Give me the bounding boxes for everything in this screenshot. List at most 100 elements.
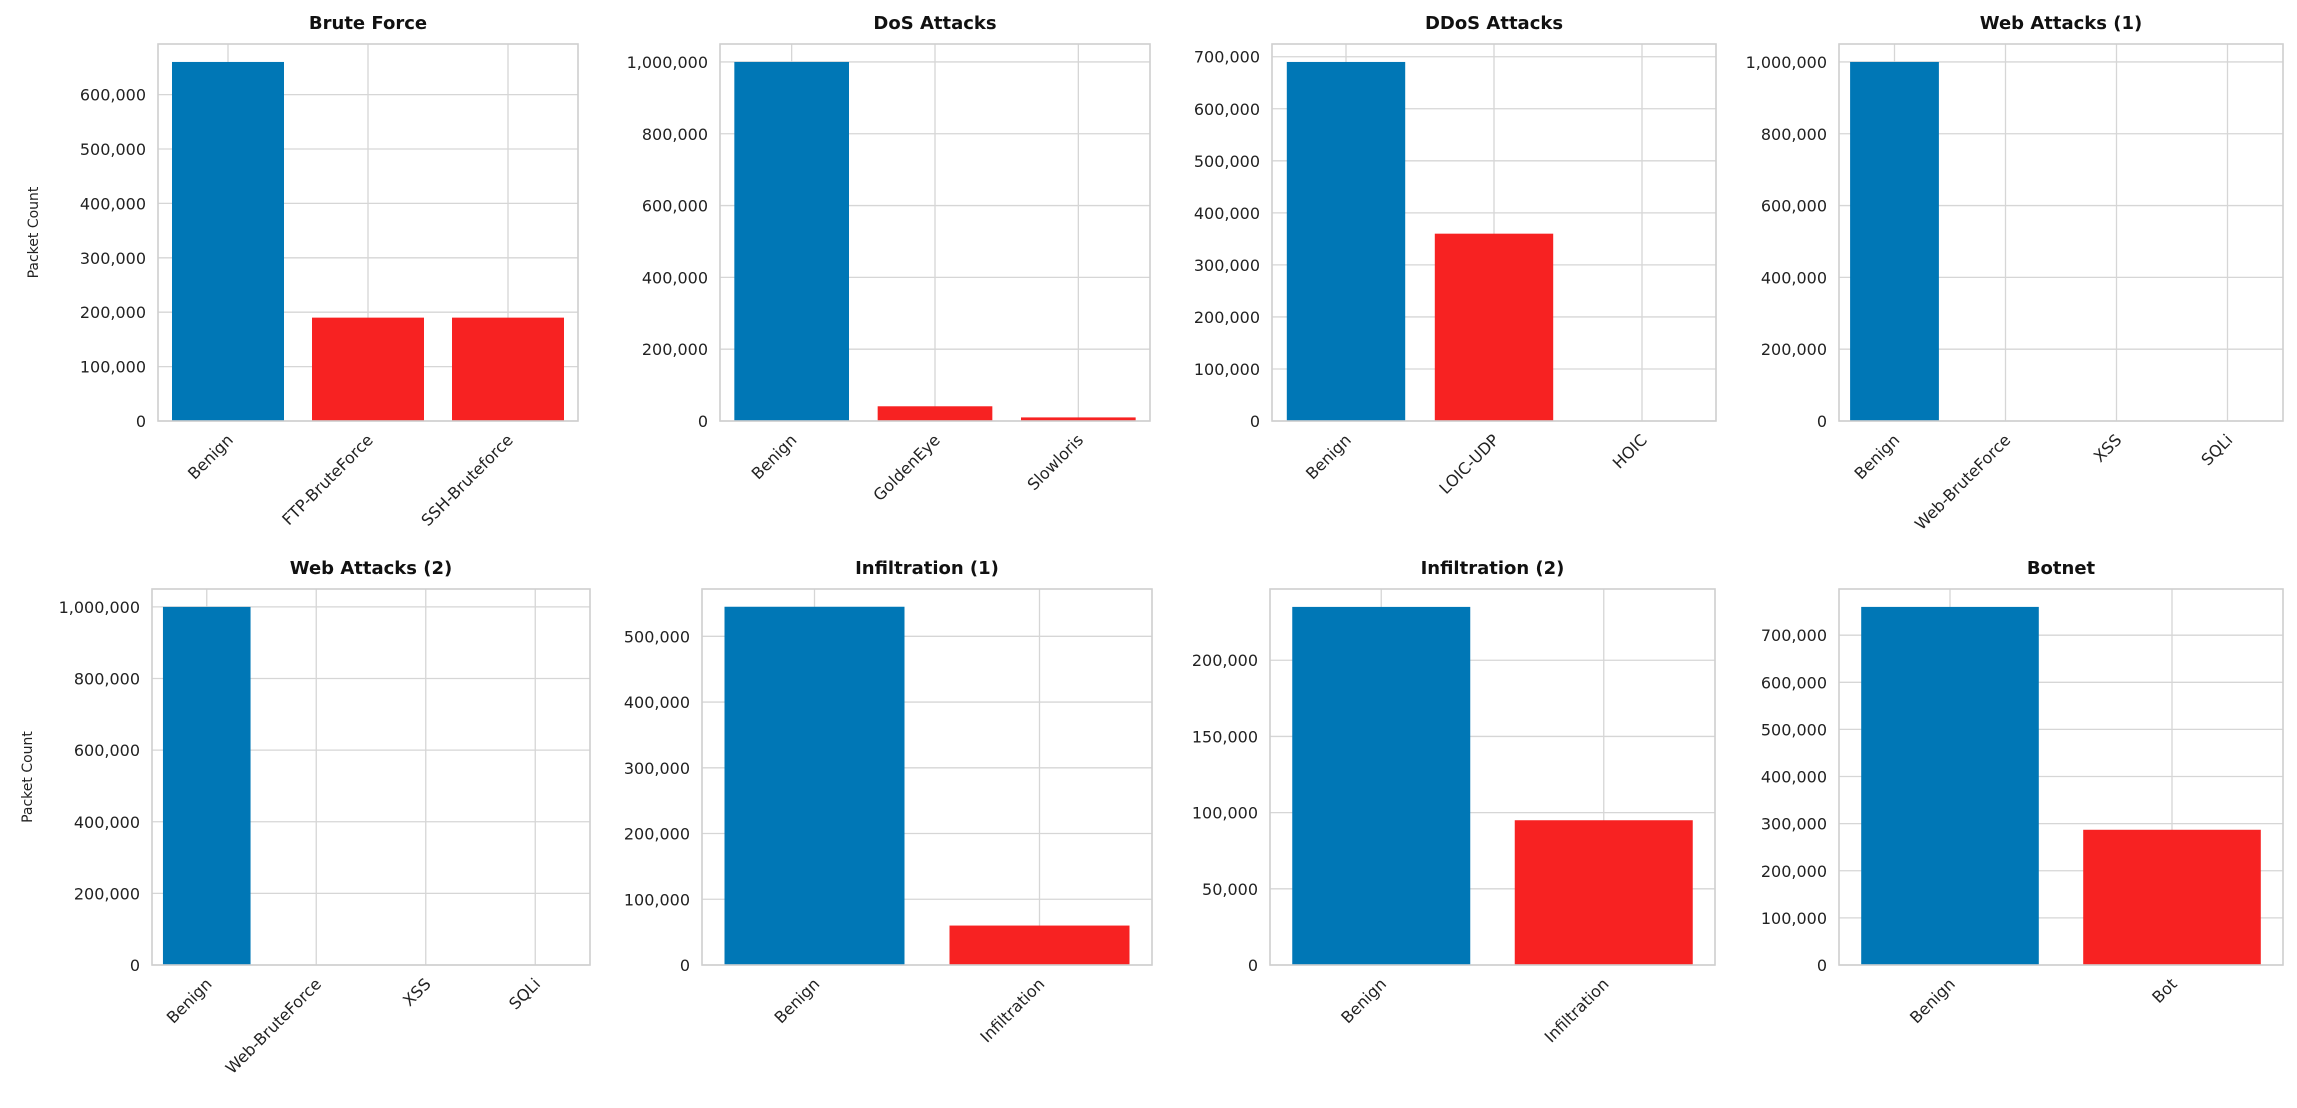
y-tick-label: 700,000	[1761, 626, 1827, 645]
x-tick-label: Benign	[184, 430, 237, 483]
y-tick-label: 100,000	[1194, 360, 1260, 379]
y-tick-label: 400,000	[74, 813, 140, 832]
y-tick-label: 400,000	[642, 268, 708, 287]
y-tick-label: 400,000	[1761, 768, 1827, 787]
y-tick-label: 0	[1250, 412, 1260, 431]
chart-panel-infiltration-1: 0 100,000 200,000 300,000 400,000 500,000 Beni…	[624, 558, 1153, 1046]
bar-benign	[724, 606, 905, 965]
x-tick-label: Benign	[163, 974, 216, 1027]
chart-title: Infiltration (2)	[1421, 558, 1565, 579]
y-tick-label: 200,000	[80, 303, 146, 322]
plot-frame	[719, 43, 1151, 422]
chart-title: Brute Force	[309, 13, 427, 34]
plot-frame	[1838, 43, 2284, 422]
bar-benign	[1861, 606, 2039, 965]
bar-benign	[1286, 61, 1406, 421]
chart-title: DoS Attacks	[873, 13, 996, 34]
y-tick-label: 800,000	[642, 125, 708, 144]
y-tick-label: 600,000	[642, 197, 708, 216]
x-tick-label: HOIC	[1609, 430, 1651, 472]
x-tick-label: Slowloris	[1023, 430, 1087, 494]
x-tick-label: Benign	[1906, 974, 1959, 1027]
plot-frame	[1269, 588, 1716, 966]
y-tick-label: 200,000	[624, 825, 690, 844]
x-tick-label: Benign	[1302, 430, 1355, 483]
bar-ftp-bruteforce	[312, 317, 424, 421]
chart-title: DDoS Attacks	[1425, 13, 1563, 34]
plot-frame	[701, 588, 1153, 966]
x-tick-label: LOIC-UDP	[1435, 430, 1503, 498]
y-tick-label: 0	[680, 956, 690, 975]
y-tick-label: 0	[1817, 956, 1827, 975]
y-tick-label: 200,000	[74, 884, 140, 903]
x-tick-label: Benign	[1851, 430, 1904, 483]
bar-bot	[2083, 829, 2261, 965]
plot-frame	[157, 43, 579, 422]
y-tick-label: 500,000	[80, 140, 146, 159]
x-tick-label: Bot	[2148, 974, 2181, 1007]
chart-title: Web Attacks (2)	[290, 558, 452, 579]
y-tick-label: 300,000	[624, 759, 690, 778]
chart-title: Web Attacks (1)	[1980, 13, 2142, 34]
y-tick-label: 600,000	[74, 741, 140, 760]
y-tick-label: 100,000	[1761, 909, 1827, 928]
y-tick-label: 100,000	[80, 358, 146, 377]
x-tick-label: Infiltration	[1541, 974, 1613, 1046]
y-tick-label: 0	[1817, 412, 1827, 431]
y-tick-label: 600,000	[80, 86, 146, 105]
bar-benign	[162, 606, 251, 965]
y-tick-label: 1,000,000	[627, 53, 708, 72]
y-tick-label: 200,000	[642, 340, 708, 359]
bar-infiltration	[949, 925, 1130, 965]
x-tick-label: Benign	[748, 430, 801, 483]
x-tick-label: Benign	[1337, 974, 1390, 1027]
y-axis-label: Packet Count	[20, 731, 36, 823]
y-tick-label: 300,000	[1761, 815, 1827, 834]
bar-ssh-bruteforce	[452, 317, 564, 421]
bar-benign	[734, 61, 849, 421]
y-tick-label: 400,000	[1761, 268, 1827, 287]
plot-frame	[1271, 43, 1717, 422]
x-tick-label: SQLi	[505, 974, 544, 1013]
x-tick-label: XSS	[399, 974, 435, 1010]
y-tick-label: 0	[136, 412, 146, 431]
x-tick-label: Web-BruteForce	[1911, 430, 2014, 533]
y-tick-label: 0	[698, 412, 708, 431]
y-tick-label: 400,000	[624, 693, 690, 712]
x-tick-label: FTP-BruteForce	[278, 430, 376, 528]
bar-benign	[1292, 606, 1471, 965]
y-tick-label: 0	[1248, 956, 1258, 975]
y-tick-label: 200,000	[1194, 308, 1260, 327]
y-tick-label: 700,000	[1194, 48, 1260, 67]
x-tick-label: Infiltration	[976, 974, 1048, 1046]
y-tick-label: 400,000	[80, 194, 146, 213]
chart-panel-botnet: 0 100,000 200,000 300,000 400,000 500,000 600,…	[1761, 558, 2284, 1027]
x-tick-label: SSH-Bruteforce	[417, 430, 516, 529]
bar-benign	[1850, 61, 1939, 421]
x-tick-label: Benign	[771, 974, 824, 1027]
x-tick-label: GoldenEye	[869, 430, 943, 504]
y-tick-label: 600,000	[1761, 197, 1827, 216]
bar-loic-udp	[1434, 233, 1554, 421]
y-tick-label: 500,000	[1761, 720, 1827, 739]
y-tick-label: 1,000,000	[59, 598, 140, 617]
y-tick-label: 500,000	[1194, 152, 1260, 171]
chart-panel-infiltration-2: 0 50,000 100,000 150,000 200,000 Benign Infilt…	[1192, 558, 1716, 1046]
chart-title: Infiltration (1)	[855, 558, 999, 579]
y-tick-label: 100,000	[1192, 804, 1258, 823]
bar-infiltration	[1514, 820, 1693, 965]
y-tick-label: 100,000	[624, 890, 690, 909]
y-tick-label: 800,000	[74, 670, 140, 689]
y-tick-label: 200,000	[1761, 340, 1827, 359]
chart-panel-web-attacks-1: 0 200,000 400,000 600,000 800,000 1,000,000 Be…	[1746, 13, 2284, 534]
y-axis-label: Packet Count	[26, 186, 42, 278]
bar-benign	[172, 61, 284, 421]
y-tick-label: 800,000	[1761, 125, 1827, 144]
y-tick-label: 200,000	[1192, 651, 1258, 670]
bar-slowloris	[1021, 417, 1136, 421]
x-tick-label: Web-BruteForce	[222, 974, 325, 1077]
y-tick-label: 150,000	[1192, 727, 1258, 746]
chart-panel-web-attacks-2: 0 200,000 400,000 600,000 800,000 1,000,000 Be…	[20, 558, 591, 1078]
y-tick-label: 200,000	[1761, 862, 1827, 881]
